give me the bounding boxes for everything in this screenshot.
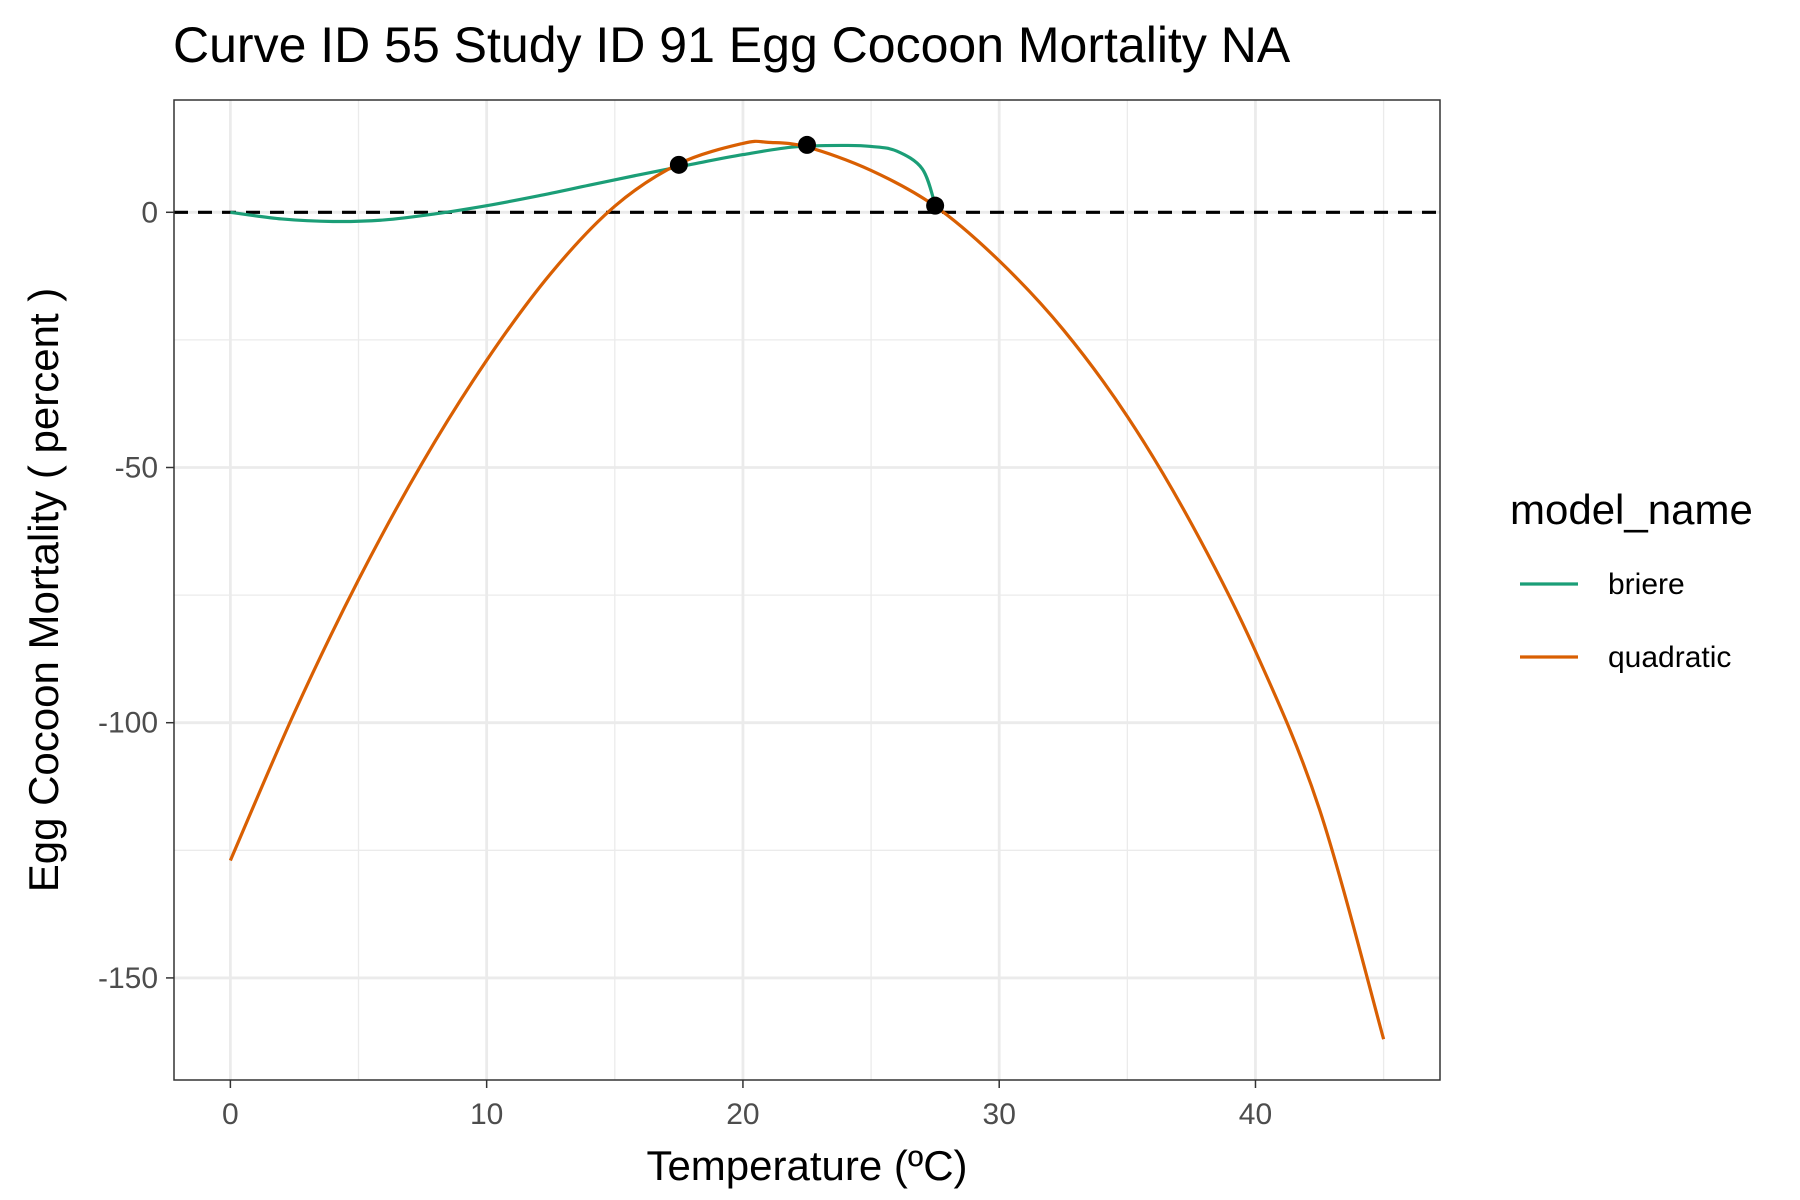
y-tick-label: -50	[115, 452, 158, 485]
y-tick-label: 0	[141, 196, 158, 229]
plot-panel	[174, 100, 1440, 1080]
minor-gridlines	[174, 100, 1440, 1080]
x-axis-title: Temperature (ºC)	[646, 1142, 967, 1189]
chart-title: Curve ID 55 Study ID 91 Egg Cocoon Morta…	[173, 17, 1291, 73]
y-axis-ticks: 0 -50 -100 -150	[98, 196, 174, 995]
plot-border	[173, 99, 1441, 1081]
x-tick-label: 30	[983, 1098, 1016, 1131]
data-point	[669, 155, 688, 174]
y-tick-label: -150	[98, 962, 158, 995]
x-tick-label: 0	[222, 1098, 239, 1131]
y-tick-label: -100	[98, 707, 158, 740]
legend-label-briere: briere	[1608, 568, 1685, 601]
data-point	[798, 135, 816, 154]
x-tick-label: 20	[726, 1098, 759, 1131]
y-axis-title: Egg Cocoon Mortality ( percent )	[20, 288, 67, 893]
series-line-briere	[230, 143, 937, 224]
legend-title: model_name	[1510, 486, 1753, 533]
legend: model_name briere quadratic	[1510, 486, 1753, 674]
legend-label-quadratic: quadratic	[1608, 641, 1731, 674]
x-tick-label: 40	[1239, 1098, 1272, 1131]
observed-points	[669, 135, 945, 215]
x-axis-ticks: 0 10 20 30 40	[222, 1080, 1272, 1131]
x-tick-label: 10	[470, 1098, 503, 1131]
data-point	[926, 196, 945, 215]
